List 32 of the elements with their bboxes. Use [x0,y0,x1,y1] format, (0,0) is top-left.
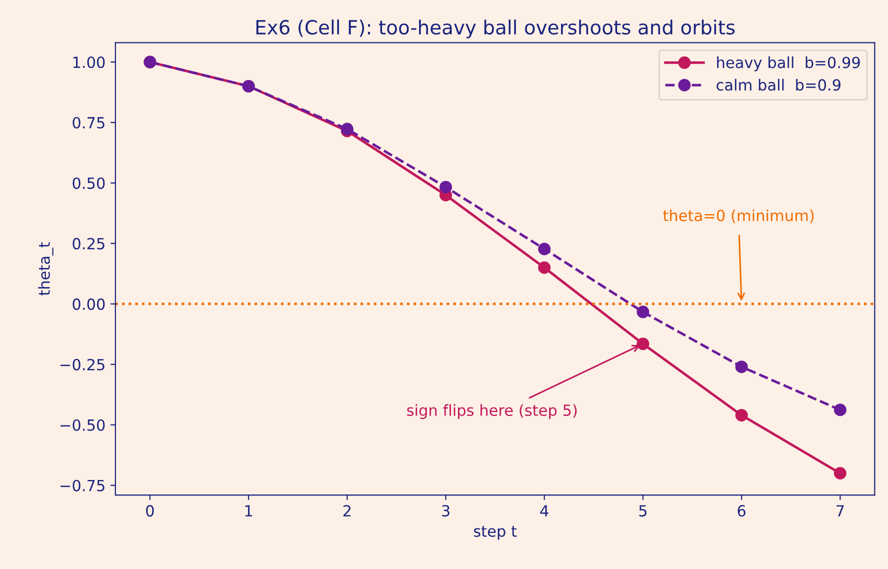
x-axis-title: step t [474,526,517,540]
point [538,261,551,274]
y-axis-title: theta_t [38,242,54,296]
point [735,408,748,422]
y-tick-label: 0.25 [72,238,104,250]
y-tick-label: 0.50 [72,177,105,189]
chart-title: Ex6 (Cell F): too-heavy ball overshoots and orbits [256,20,735,38]
point [636,338,650,350]
point [440,180,452,194]
x-tick-label: 6 [738,505,746,517]
annotation: theta=0 (minimum) [663,209,814,224]
y-tick-label: 1.00 [73,56,105,68]
point [834,404,846,416]
x-tick-label: 3 [442,505,450,517]
legend-label: heavy ball b=0.99 [717,56,860,72]
y-tick-label: −0.25 [60,358,104,370]
x-tick-label: 0 [146,505,154,517]
point [834,467,846,480]
x-tick-label: 2 [343,505,350,516]
point [735,360,748,374]
y-tick-label: 0.00 [72,298,105,310]
annotation: sign flips here (step 5) [407,404,577,419]
x-tick-label: 5 [639,505,646,517]
x-tick-label: 4 [540,505,548,516]
y-tick-label: −0.75 [60,480,104,492]
x-tick-label: 7 [836,505,844,516]
point [538,242,551,256]
x-tick-label: 1 [245,505,252,516]
legend-label: calm ball b=0.9 [716,78,840,91]
point [636,306,650,318]
y-tick-label: −0.50 [60,419,105,431]
y-tick-label: 0.75 [72,116,104,129]
